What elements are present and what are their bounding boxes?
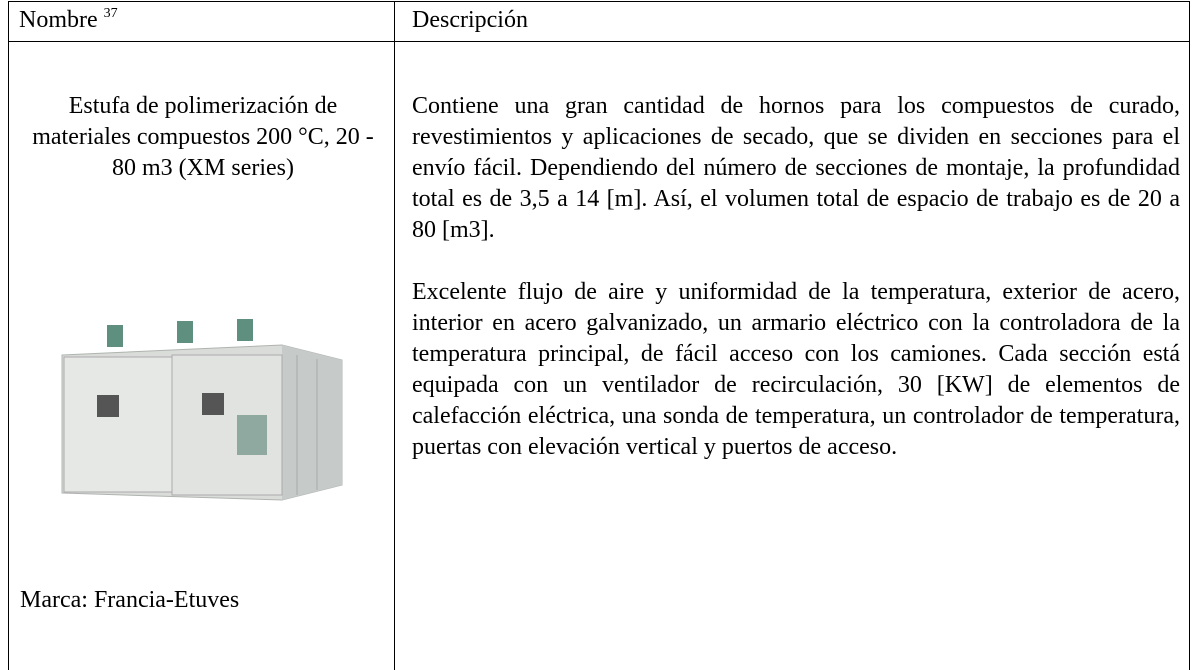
border <box>8 41 1190 42</box>
table <box>8 1 1190 670</box>
product-name: Estufa de polimerización de materiales c… <box>32 93 374 181</box>
product-image <box>61 319 343 501</box>
header-cell: Nombre 37 <box>19 5 118 36</box>
paragraph: Excelente flujo de aire y uniformidad de… <box>412 279 1180 460</box>
border <box>8 1 9 670</box>
description: Contiene una gran cantidad de hornos par… <box>412 91 1180 494</box>
brand: Marca: Francia-Etuves <box>20 587 240 613</box>
border <box>1189 1 1190 670</box>
border <box>394 1 395 670</box>
header-name: Nombre <box>19 7 98 33</box>
border <box>8 1 1190 2</box>
header-description: Descripción <box>412 7 528 33</box>
paragraph: Contiene una gran cantidad de hornos par… <box>412 93 1180 243</box>
footnote: 37 <box>103 6 118 21</box>
